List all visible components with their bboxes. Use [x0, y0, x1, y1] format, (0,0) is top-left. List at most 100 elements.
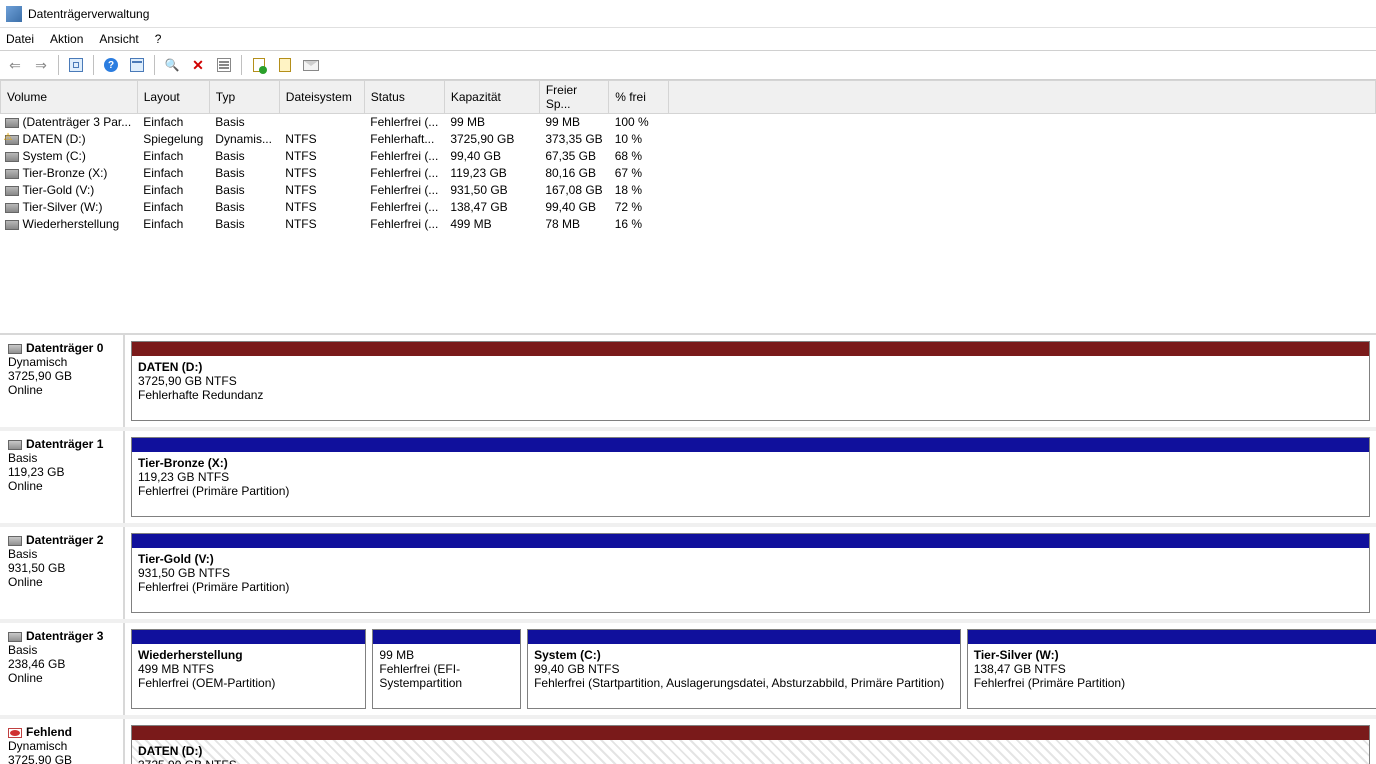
table-row[interactable]: Tier-Silver (W:)EinfachBasisNTFSFehlerfr… — [1, 199, 1376, 216]
col-filler — [669, 81, 1376, 114]
doc-button[interactable] — [274, 54, 296, 76]
partition-body: Tier-Gold (V:)931,50 GB NTFSFehlerfrei (… — [132, 548, 1369, 612]
partition-color-bar — [373, 630, 520, 644]
disk-row: FehlendDynamisch3725,90 GBFehlend DATEN (… — [0, 719, 1376, 764]
partition-body: Tier-Silver (W:)138,47 GB NTFSFehlerfrei… — [968, 644, 1376, 708]
disk-map-pane: Datenträger 0Dynamisch3725,90 GBOnlineDA… — [0, 335, 1376, 764]
disk-icon — [8, 440, 22, 450]
disk-info[interactable]: Datenträger 1Basis119,23 GBOnline — [0, 431, 125, 523]
menu-file[interactable]: Datei — [6, 32, 34, 46]
disk-icon — [8, 344, 22, 354]
col-free[interactable]: Freier Sp... — [539, 81, 608, 114]
table-row[interactable]: WiederherstellungEinfachBasisNTFSFehlerf… — [1, 216, 1376, 233]
new-button[interactable] — [248, 54, 270, 76]
partition-body: DATEN (D:)3725,90 GB NTFSFehlerhafte Red… — [132, 356, 1369, 420]
new-doc-icon — [253, 58, 265, 72]
col-pctfree[interactable]: % frei — [609, 81, 669, 114]
disk-partitions: Tier-Bronze (X:)119,23 GB NTFSFehlerfrei… — [125, 431, 1376, 523]
partition[interactable]: DATEN (D:)3725,90 GB NTFSFehlerhafte Red… — [131, 725, 1370, 764]
table-row[interactable]: (Datenträger 3 Par...EinfachBasisFehlerf… — [1, 114, 1376, 131]
partition-body: System (C:)99,40 GB NTFSFehlerfrei (Star… — [528, 644, 960, 708]
volume-icon — [5, 186, 19, 196]
menu-view[interactable]: Ansicht — [99, 32, 138, 46]
toolbar-separator — [154, 55, 155, 75]
grid-view-button[interactable] — [65, 54, 87, 76]
col-status[interactable]: Status — [364, 81, 444, 114]
grid-icon — [69, 58, 83, 72]
disk-info[interactable]: FehlendDynamisch3725,90 GBFehlend — [0, 719, 125, 764]
partition[interactable]: Tier-Bronze (X:)119,23 GB NTFSFehlerfrei… — [131, 437, 1370, 517]
partition-color-bar — [528, 630, 960, 644]
partition[interactable]: 99 MBFehlerfrei (EFI-Systempartition — [372, 629, 521, 709]
back-button[interactable] — [4, 54, 26, 76]
partition-color-bar — [132, 726, 1369, 740]
disk-row: Datenträger 0Dynamisch3725,90 GBOnlineDA… — [0, 335, 1376, 431]
disk-info[interactable]: Datenträger 3Basis238,46 GBOnline — [0, 623, 125, 715]
col-layout[interactable]: Layout — [137, 81, 209, 114]
disk-icon — [8, 536, 22, 546]
partition[interactable]: DATEN (D:)3725,90 GB NTFSFehlerhafte Red… — [131, 341, 1370, 421]
search-button[interactable] — [161, 54, 183, 76]
disk-info[interactable]: Datenträger 2Basis931,50 GBOnline — [0, 527, 125, 619]
table-row[interactable]: System (C:)EinfachBasisNTFSFehlerfrei (.… — [1, 148, 1376, 165]
volume-header-row: Volume Layout Typ Dateisystem Status Kap… — [1, 81, 1376, 114]
disk-partitions: Wiederherstellung499 MB NTFSFehlerfrei (… — [125, 623, 1376, 715]
partition-body: 99 MBFehlerfrei (EFI-Systempartition — [373, 644, 520, 708]
menu-help[interactable]: ? — [155, 32, 162, 46]
partition-body: DATEN (D:)3725,90 GB NTFSFehlerhafte Red… — [132, 740, 1369, 764]
table-row[interactable]: DATEN (D:)SpiegelungDynamis...NTFSFehler… — [1, 131, 1376, 148]
envelope-icon — [303, 60, 319, 71]
disk-row: Datenträger 1Basis119,23 GBOnlineTier-Br… — [0, 431, 1376, 527]
partition[interactable]: Tier-Silver (W:)138,47 GB NTFSFehlerfrei… — [967, 629, 1376, 709]
properties-button[interactable] — [213, 54, 235, 76]
col-filesystem[interactable]: Dateisystem — [279, 81, 364, 114]
disk-partitions: DATEN (D:)3725,90 GB NTFSFehlerhafte Red… — [125, 719, 1376, 764]
app-icon — [6, 6, 22, 22]
doc-icon — [279, 58, 291, 72]
partition-color-bar — [132, 534, 1369, 548]
disk-info[interactable]: Datenträger 0Dynamisch3725,90 GBOnline — [0, 335, 125, 427]
forward-button[interactable] — [30, 54, 52, 76]
disk-icon — [8, 632, 22, 642]
disk-row: Datenträger 2Basis931,50 GBOnlineTier-Go… — [0, 527, 1376, 623]
volume-icon — [5, 220, 19, 230]
partition-color-bar — [132, 630, 365, 644]
toolbar-separator — [93, 55, 94, 75]
table-row[interactable]: Tier-Bronze (X:)EinfachBasisNTFSFehlerfr… — [1, 165, 1376, 182]
partition-color-bar — [132, 342, 1369, 356]
titlebar: Datenträgerverwaltung — [0, 0, 1376, 28]
menu-action[interactable]: Aktion — [50, 32, 83, 46]
disk-row: Datenträger 3Basis238,46 GBOnlineWiederh… — [0, 623, 1376, 719]
volume-table: Volume Layout Typ Dateisystem Status Kap… — [0, 80, 1376, 233]
partition[interactable]: System (C:)99,40 GB NTFSFehlerfrei (Star… — [527, 629, 961, 709]
menubar: Datei Aktion Ansicht ? — [0, 28, 1376, 50]
volume-icon — [5, 169, 19, 179]
volume-icon — [5, 203, 19, 213]
volume-icon — [5, 135, 19, 145]
help-icon: ? — [104, 58, 118, 72]
volume-list-pane: Volume Layout Typ Dateisystem Status Kap… — [0, 80, 1376, 335]
properties-icon — [217, 58, 231, 72]
toolbar-separator — [58, 55, 59, 75]
partition-color-bar — [968, 630, 1376, 644]
list-view-button[interactable] — [126, 54, 148, 76]
partition-body: Wiederherstellung499 MB NTFSFehlerfrei (… — [132, 644, 365, 708]
partition-color-bar — [132, 438, 1369, 452]
volume-icon — [5, 152, 19, 162]
disk-partitions: DATEN (D:)3725,90 GB NTFSFehlerhafte Red… — [125, 335, 1376, 427]
volume-icon — [5, 118, 19, 128]
col-capacity[interactable]: Kapazität — [444, 81, 539, 114]
mail-button[interactable] — [300, 54, 322, 76]
col-type[interactable]: Typ — [209, 81, 279, 114]
toolbar: ? — [0, 50, 1376, 80]
window-title: Datenträgerverwaltung — [28, 7, 149, 21]
disk-partitions: Tier-Gold (V:)931,50 GB NTFSFehlerfrei (… — [125, 527, 1376, 619]
disk-icon — [8, 728, 22, 738]
col-volume[interactable]: Volume — [1, 81, 138, 114]
list-icon — [130, 58, 144, 72]
partition[interactable]: Wiederherstellung499 MB NTFSFehlerfrei (… — [131, 629, 366, 709]
table-row[interactable]: Tier-Gold (V:)EinfachBasisNTFSFehlerfrei… — [1, 182, 1376, 199]
partition[interactable]: Tier-Gold (V:)931,50 GB NTFSFehlerfrei (… — [131, 533, 1370, 613]
help-button[interactable]: ? — [100, 54, 122, 76]
delete-button[interactable] — [187, 54, 209, 76]
